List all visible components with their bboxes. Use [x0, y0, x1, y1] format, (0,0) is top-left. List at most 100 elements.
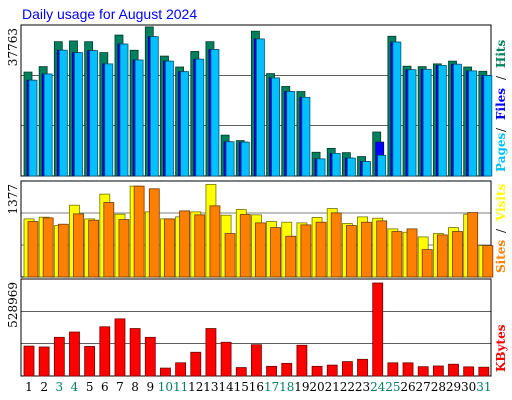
y-max-label-middle: 1377 — [6, 184, 20, 215]
bar-kbytes-25 — [387, 362, 399, 377]
bar-pages-21 — [331, 153, 341, 177]
legend-label-kbytes: KBytes — [494, 324, 508, 372]
bar-pages-7 — [119, 43, 129, 177]
bar-pages-2 — [43, 73, 53, 177]
bar-kbytes-23 — [357, 358, 368, 377]
bar-kbytes-8 — [129, 328, 141, 377]
bar-kbytes-16 — [251, 344, 262, 377]
bar-pages-8 — [134, 59, 144, 177]
bar-pages-27 — [422, 68, 432, 177]
bar-kbytes-31 — [478, 366, 490, 377]
legend-separator: / — [494, 75, 508, 80]
bar-pages-31 — [483, 75, 493, 177]
bar-pages-1 — [28, 79, 38, 177]
bar-kbytes-14 — [220, 341, 232, 377]
bar-sites-29 — [452, 231, 463, 278]
bar-kbytes-21 — [326, 364, 338, 377]
bar-sites-24 — [376, 220, 388, 278]
bar-kbytes-12 — [190, 351, 202, 377]
x-tick-label-29: 29 — [446, 380, 461, 394]
legend-label-sites: Sites — [494, 240, 508, 273]
legend-separator: / — [494, 228, 508, 233]
bar-kbytes-13 — [205, 328, 217, 377]
bar-kbytes-3 — [53, 336, 65, 377]
x-tick-label-4: 4 — [71, 380, 79, 394]
bar-pages-15 — [240, 141, 250, 177]
bar-kbytes-10 — [160, 367, 171, 377]
bar-pages-10 — [165, 60, 174, 177]
x-tick-label-2: 2 — [40, 380, 48, 394]
x-tick-label-24: 24 — [370, 380, 386, 394]
bar-pages-13 — [210, 49, 220, 177]
bar-pages-28 — [437, 65, 447, 177]
bar-pages-23 — [362, 161, 371, 177]
bar-pages-11 — [180, 71, 190, 177]
legend-label-files: Files — [494, 88, 508, 120]
x-tick-label-1: 1 — [25, 380, 33, 394]
bar-sites-21 — [330, 212, 342, 278]
bar-sites-10 — [164, 218, 175, 278]
bar-sites-15 — [239, 214, 251, 278]
legend-label-hits: Hits — [494, 40, 508, 68]
bar-kbytes-24 — [372, 282, 384, 377]
bar-pages-29 — [453, 63, 462, 177]
bar-sites-20 — [315, 221, 327, 278]
bar-sites-12 — [194, 214, 206, 278]
x-tick-label-11: 11 — [173, 380, 188, 394]
bar-sites-16 — [255, 222, 266, 278]
x-tick-label-14: 14 — [218, 380, 234, 394]
y-max-label-top: 37763 — [6, 28, 20, 66]
x-tick-label-13: 13 — [203, 380, 218, 394]
bar-kbytes-22 — [341, 361, 353, 377]
bar-pages-16 — [256, 38, 265, 177]
bar-sites-28 — [436, 234, 448, 278]
bar-pages-6 — [104, 63, 114, 177]
bar-sites-23 — [361, 221, 372, 278]
x-tick-label-16: 16 — [249, 380, 264, 394]
bar-sites-3 — [57, 223, 69, 278]
bar-kbytes-1 — [23, 345, 35, 377]
bar-sites-18 — [285, 235, 297, 278]
bar-sites-9 — [148, 188, 160, 278]
bar-pages-18 — [286, 91, 296, 177]
bar-kbytes-5 — [84, 346, 96, 377]
bar-pages-5 — [89, 50, 99, 177]
bar-kbytes-30 — [463, 366, 475, 377]
bar-kbytes-18 — [281, 362, 293, 377]
legend-separator: / — [494, 127, 508, 132]
x-tick-label-25: 25 — [385, 380, 400, 394]
bar-kbytes-17 — [266, 365, 277, 377]
bar-pages-9 — [149, 36, 159, 177]
x-tick-label-9: 9 — [146, 380, 154, 394]
bar-pages-25 — [392, 41, 402, 177]
x-tick-label-15: 15 — [234, 380, 249, 394]
x-tick-label-12: 12 — [188, 380, 203, 394]
bar-pages-12 — [195, 58, 205, 177]
bar-sites-11 — [179, 210, 191, 278]
x-tick-label-6: 6 — [101, 380, 109, 394]
bar-sites-5 — [88, 219, 100, 278]
x-tick-label-5: 5 — [86, 380, 94, 394]
legend-label-visits: Visits — [494, 183, 508, 222]
bar-sites-8 — [133, 185, 145, 278]
x-tick-label-7: 7 — [116, 380, 124, 394]
bar-pages-3 — [58, 49, 68, 177]
bar-sites-14 — [224, 233, 236, 278]
bar-kbytes-11 — [175, 362, 187, 377]
bar-sites-6 — [103, 202, 115, 278]
bar-kbytes-19 — [296, 344, 308, 377]
bar-kbytes-9 — [144, 336, 156, 377]
x-tick-label-30: 30 — [461, 380, 476, 394]
bar-pages-22 — [346, 157, 356, 177]
bar-pages-30 — [468, 70, 478, 177]
x-tick-label-28: 28 — [431, 380, 446, 394]
x-tick-label-10: 10 — [158, 380, 173, 394]
bar-kbytes-26 — [402, 362, 414, 377]
x-tick-label-18: 18 — [279, 380, 294, 394]
bar-sites-19 — [300, 224, 312, 278]
x-tick-label-23: 23 — [355, 380, 370, 394]
x-tick-label-17: 17 — [264, 380, 279, 394]
legend-label-pages: Pages — [494, 132, 508, 172]
bar-sites-13 — [209, 205, 221, 278]
x-tick-label-8: 8 — [131, 380, 139, 394]
